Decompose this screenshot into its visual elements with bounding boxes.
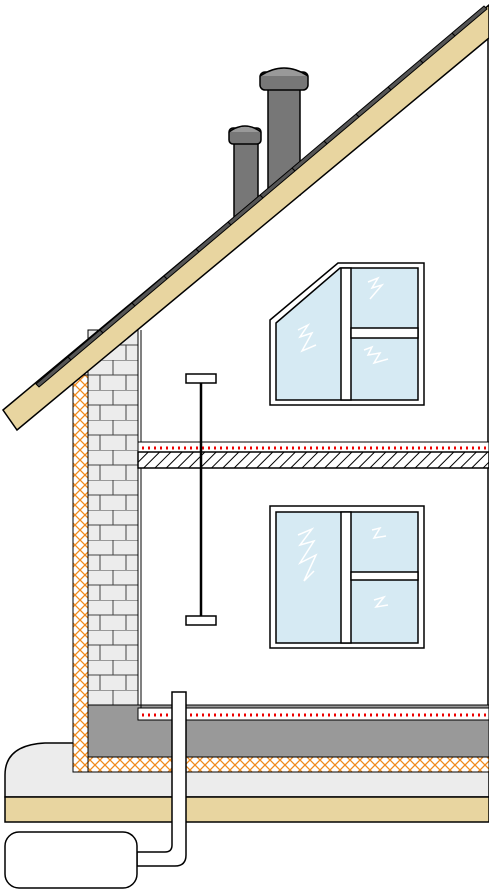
- floor-slab: [137, 451, 489, 469]
- brick-wall: [87, 329, 139, 706]
- window-lower: [269, 505, 425, 649]
- vent-grille: [185, 373, 217, 384]
- foundation-base: [4, 796, 489, 823]
- drain-tank: [4, 831, 138, 889]
- window-upper: [269, 262, 425, 406]
- roof-shingles: [35, 5, 488, 388]
- chimney-large: [259, 67, 309, 196]
- vent-grille: [185, 615, 217, 626]
- wall-insulation: [72, 374, 89, 773]
- floor-layer: [137, 707, 489, 721]
- floor-insulation: [72, 756, 489, 773]
